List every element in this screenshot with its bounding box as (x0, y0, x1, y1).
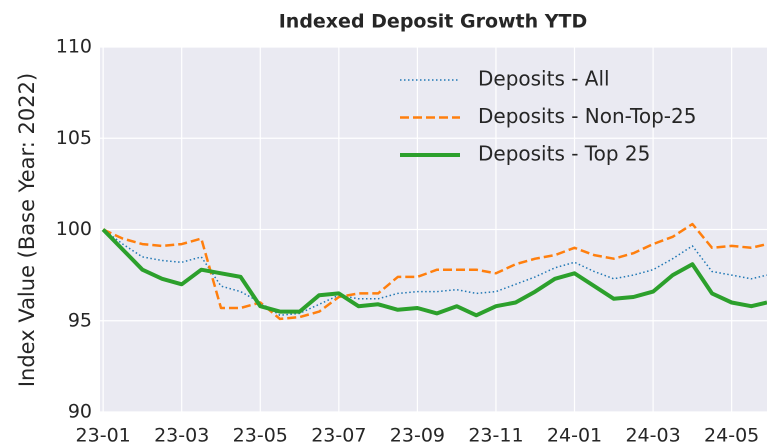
y-tick-label: 105 (56, 127, 92, 149)
legend-label: Deposits - Non-Top-25 (478, 104, 696, 128)
series-group (101, 222, 767, 321)
x-tick-label: 23-07 (311, 425, 366, 447)
y-tick-label: 95 (68, 309, 92, 331)
y-tick-label: 110 (56, 36, 92, 58)
y-tick-label: 100 (56, 218, 92, 240)
x-tick-label: 24-05 (704, 425, 759, 447)
x-tick-label: 23-01 (76, 425, 131, 447)
x-tick-label: 23-09 (390, 425, 445, 447)
legend-label: Deposits - Top 25 (478, 142, 650, 166)
series-line (101, 228, 767, 318)
x-tick-label: 24-03 (625, 425, 680, 447)
legend-label: Deposits - All (478, 67, 610, 91)
series-line (102, 222, 767, 321)
x-tick-label: 23-03 (154, 425, 209, 447)
x-tick-label: 24-01 (547, 425, 602, 447)
x-tick-label: 23-05 (233, 425, 288, 447)
x-tick-label: 23-11 (468, 425, 523, 447)
chart-title: Indexed Deposit Growth YTD (279, 11, 588, 33)
y-tick-label: 90 (68, 401, 92, 423)
y-axis-label: Index Value (Base Year: 2022) (15, 73, 39, 387)
